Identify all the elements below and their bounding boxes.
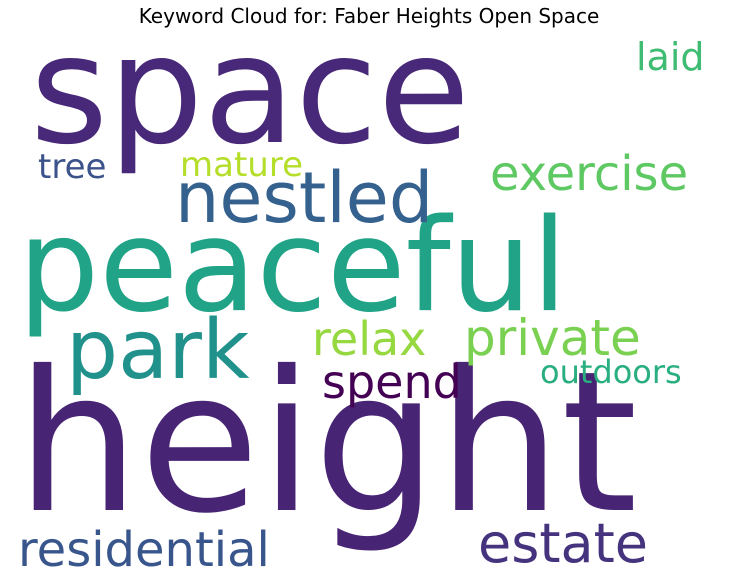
word-tree: tree (38, 147, 106, 187)
word-nestled: nestled (175, 157, 433, 239)
word-private: private (464, 309, 641, 367)
word-outdoors: outdoors (540, 353, 682, 391)
word-height: height (16, 329, 638, 556)
word-peaceful: peaceful (18, 192, 567, 341)
word-space: space (30, 4, 470, 178)
word-residential: residential (18, 522, 270, 578)
cloud-title: Keyword Cloud for: Faber Heights Open Sp… (138, 4, 600, 28)
word-laid: laid (636, 35, 705, 79)
word-park: park (66, 303, 250, 398)
word-spend: spend (322, 355, 462, 409)
word-relax: relax (312, 312, 426, 366)
word-exercise: exercise (490, 146, 688, 202)
word-estate: estate (478, 512, 648, 575)
word-mature: mature (180, 145, 303, 185)
